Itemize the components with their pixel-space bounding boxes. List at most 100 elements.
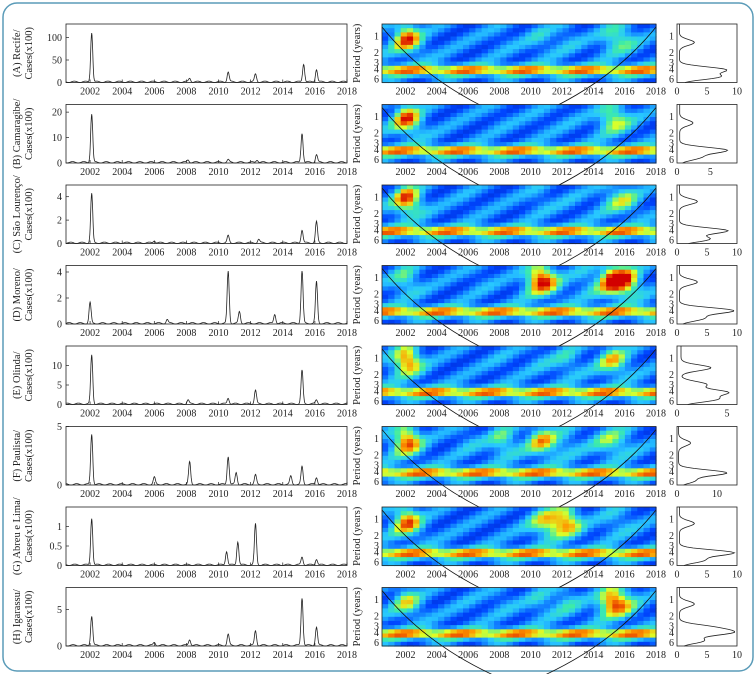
wavelet-cell <box>426 53 433 58</box>
wavelet-cell <box>507 206 514 211</box>
wavelet-cell <box>488 507 495 512</box>
wavelet-cell <box>451 452 458 457</box>
wavelet-cell <box>475 53 482 58</box>
wavelet-cell <box>575 53 582 58</box>
wavelet-cell <box>550 28 557 33</box>
wavelet-cell <box>538 316 545 321</box>
wavelet-cell <box>513 447 520 452</box>
wavelet-cell <box>413 375 420 380</box>
wavelet-cell <box>563 155 570 160</box>
wavelet-cell <box>575 45 582 50</box>
wavelet-cell <box>494 24 501 29</box>
wavelet-cell <box>650 540 657 545</box>
wavelet-cell <box>426 113 433 118</box>
wavelet-cell <box>451 37 458 42</box>
wavelet-cell <box>550 359 557 364</box>
wavelet-cell <box>612 346 619 351</box>
wavelet-cell <box>600 452 607 457</box>
wavelet-cell <box>413 528 420 533</box>
wavelet-cell <box>469 596 476 601</box>
wavelet-x-tick-label: 2006 <box>458 489 478 500</box>
wavelet-cell <box>588 109 595 114</box>
wavelet-cell <box>401 468 408 473</box>
wavelet-cell <box>538 231 545 236</box>
wavelet-cell <box>581 392 588 397</box>
wavelet-cell <box>401 189 408 194</box>
wavelet-cell <box>631 32 638 37</box>
wavelet-cell <box>482 625 489 630</box>
wavelet-cell <box>438 62 445 67</box>
wavelet-cell <box>419 53 426 58</box>
wavelet-cell <box>432 24 439 29</box>
wavelet-cell <box>388 427 395 432</box>
wavelet-cell <box>588 125 595 130</box>
wavelet-cell <box>388 464 395 469</box>
wavelet-cell <box>600 316 607 321</box>
wavelet-cell <box>419 638 426 643</box>
x-tick-label: 2014 <box>273 650 293 661</box>
wavelet-cell <box>544 41 551 46</box>
wavelet-cell <box>388 384 395 389</box>
wavelet-cell <box>532 511 539 516</box>
wavelet-cell <box>463 604 470 609</box>
wavelet-cell <box>563 45 570 50</box>
wavelet-cell <box>432 295 439 300</box>
power-x-tick-label: 10 <box>732 87 742 98</box>
wavelet-cell <box>594 32 601 37</box>
wavelet-cell <box>631 214 638 219</box>
wavelet-cell <box>600 193 607 198</box>
wavelet-cell <box>388 151 395 156</box>
period-tick-label: 6 <box>374 316 379 327</box>
wavelet-cell <box>650 223 657 228</box>
wavelet-cell <box>556 346 563 351</box>
wavelet-cell <box>519 396 526 401</box>
x-tick-label: 2006 <box>144 248 164 259</box>
wavelet-cell <box>475 617 482 622</box>
wavelet-cell <box>637 218 644 223</box>
wavelet-cell <box>644 307 651 312</box>
wavelet-cell <box>606 270 613 275</box>
wavelet-cell <box>469 507 476 512</box>
wavelet-cell <box>556 155 563 160</box>
wavelet-cell <box>432 384 439 389</box>
wavelet-cell <box>426 528 433 533</box>
wavelet-cell <box>438 375 445 380</box>
wavelet-x-tick-label: 2012 <box>552 167 572 178</box>
wavelet-cell <box>494 53 501 58</box>
wavelet-cell <box>637 70 644 75</box>
wavelet-cell <box>507 28 514 33</box>
wavelet-cell <box>413 431 420 436</box>
wavelet-cell <box>475 536 482 541</box>
wavelet-cell <box>488 41 495 46</box>
wavelet-cell <box>469 270 476 275</box>
wavelet-cell <box>469 32 476 37</box>
wavelet-cell <box>606 346 613 351</box>
wavelet-cell <box>438 379 445 384</box>
wavelet-cell <box>637 553 644 558</box>
wavelet-cell <box>482 596 489 601</box>
wavelet-cell <box>544 464 551 469</box>
wavelet-cell <box>494 41 501 46</box>
wavelet-cell <box>532 363 539 368</box>
wavelet-cell <box>432 553 439 558</box>
wavelet-cell <box>612 231 619 236</box>
wavelet-cell <box>488 185 495 190</box>
wavelet-cell <box>600 155 607 160</box>
wavelet-cell <box>488 613 495 618</box>
wavelet-cell <box>588 532 595 537</box>
wavelet-cell <box>488 138 495 143</box>
wavelet-cell <box>401 57 408 62</box>
timeseries-ylabel-region: (H) Igarassu/ <box>12 589 23 644</box>
wavelet-cell <box>563 49 570 54</box>
wavelet-cell <box>575 235 582 240</box>
wavelet-cell <box>488 299 495 304</box>
wavelet-cell <box>444 142 451 147</box>
wavelet-cell <box>494 299 501 304</box>
wavelet-cell <box>606 507 613 512</box>
wavelet-cell <box>482 464 489 469</box>
wavelet-cell <box>538 146 545 151</box>
wavelet-cell <box>625 28 632 33</box>
wavelet-cell <box>475 396 482 401</box>
power-period-tick-label: 1 <box>669 273 674 284</box>
wavelet-cell <box>488 142 495 147</box>
